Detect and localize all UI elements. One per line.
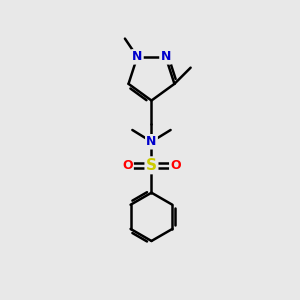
Text: N: N xyxy=(160,50,171,63)
Text: O: O xyxy=(122,159,133,172)
Text: N: N xyxy=(132,50,142,63)
Text: N: N xyxy=(146,135,157,148)
Text: O: O xyxy=(170,159,181,172)
Text: S: S xyxy=(146,158,157,173)
